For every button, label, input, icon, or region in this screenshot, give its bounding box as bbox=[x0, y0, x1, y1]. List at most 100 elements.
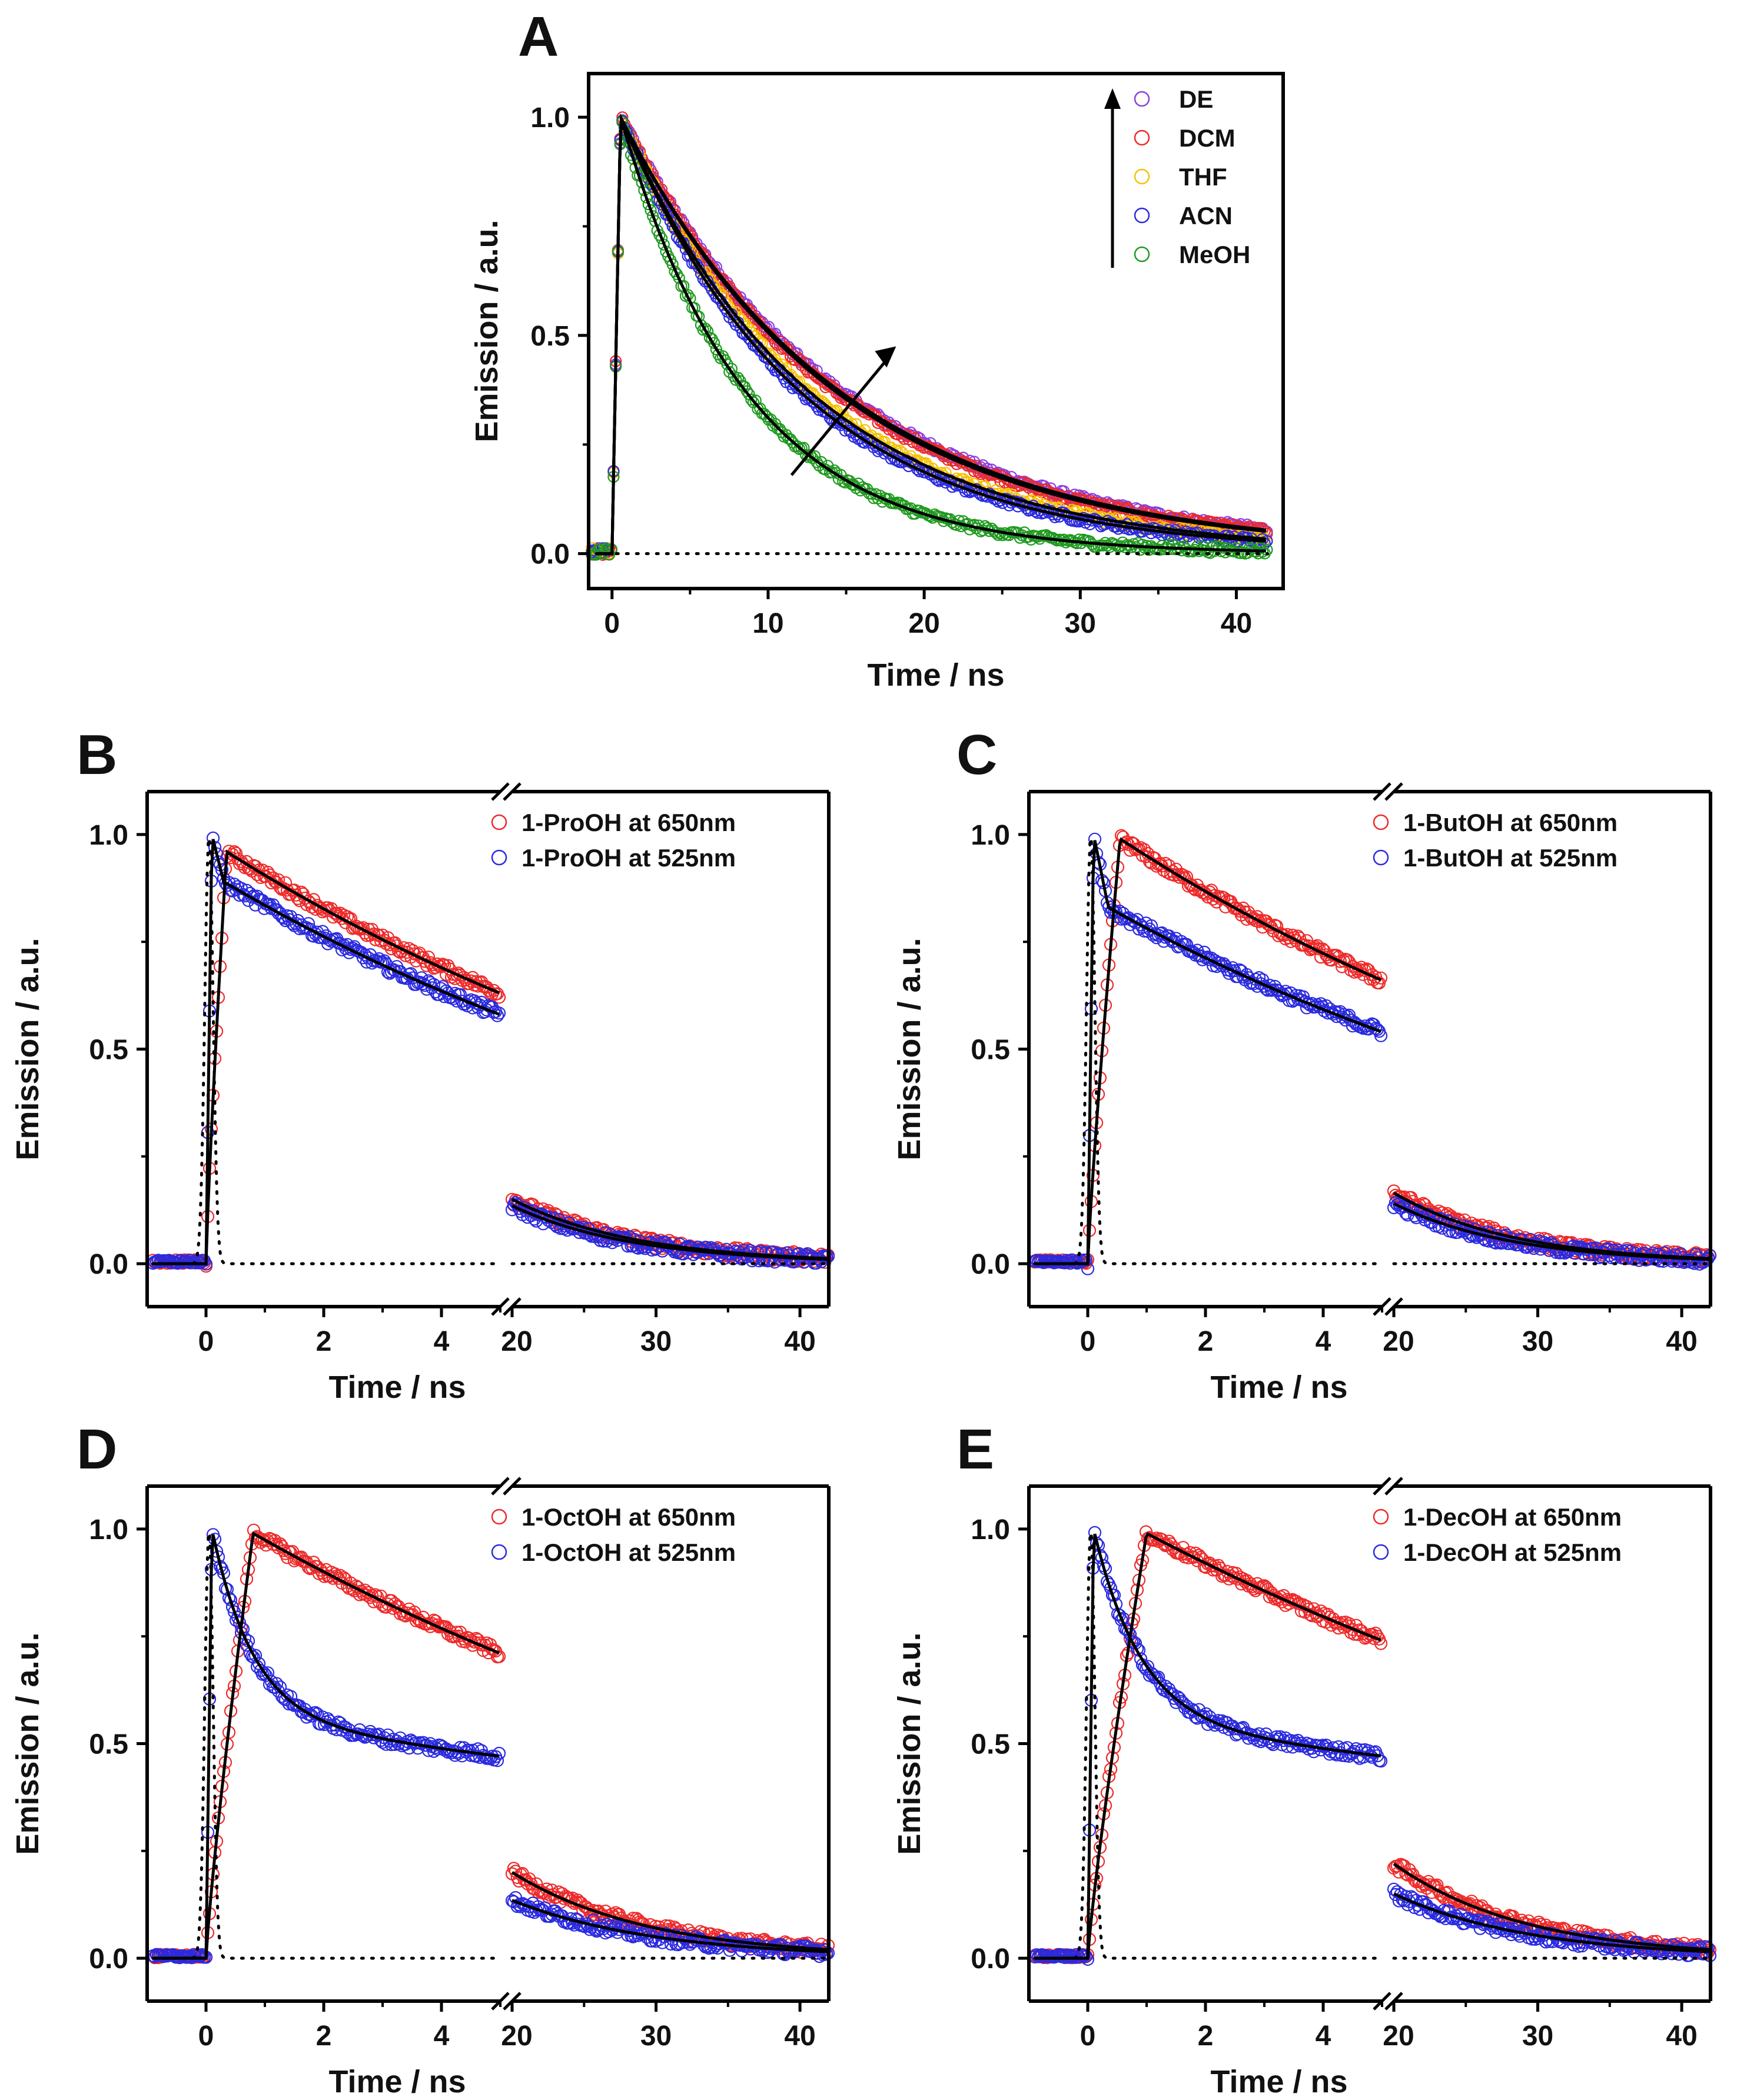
legend-label-dcm: DCM bbox=[1179, 124, 1235, 152]
x-tick-label: 4 bbox=[1316, 1326, 1331, 1357]
x-tick-label: 2 bbox=[316, 2021, 332, 2052]
x-axis-title: Time / ns bbox=[867, 657, 1004, 693]
x-tick-label: 0 bbox=[198, 2021, 214, 2052]
x-tick-label: 2 bbox=[1198, 2021, 1214, 2052]
y-tick-label: 0.5 bbox=[971, 1729, 1010, 1760]
legend-marker-acn bbox=[1134, 207, 1150, 224]
legend-label-thf: THF bbox=[1179, 163, 1227, 191]
fit-line-de bbox=[596, 113, 1267, 556]
legend-marker-650nm bbox=[1373, 1508, 1389, 1525]
x-tick-label: 0 bbox=[604, 608, 620, 639]
series-de-points bbox=[586, 114, 1273, 560]
x-tick-label: 4 bbox=[1316, 2021, 1331, 2052]
series-650nm-points bbox=[146, 845, 835, 1273]
legend-marker-525nm bbox=[491, 849, 507, 866]
legend: 1-OctOH at 650nm 1-OctOH at 525nm bbox=[491, 1503, 736, 1566]
legend-label-650nm: 1-OctOH at 650nm bbox=[522, 1503, 736, 1531]
x-tick-label: 30 bbox=[640, 2021, 672, 2052]
series-acn-points bbox=[586, 115, 1273, 561]
y-axis-title: Emission / a.u. bbox=[892, 938, 927, 1160]
y-axis-title: Emission / a.u. bbox=[892, 1632, 927, 1855]
x-tick-label: 20 bbox=[1383, 1326, 1414, 1357]
x-axis-title: Time / ns bbox=[1210, 1370, 1347, 1405]
series-650nm-points bbox=[1028, 829, 1717, 1270]
data-point bbox=[745, 307, 758, 320]
x-tick-label: 40 bbox=[784, 1326, 815, 1357]
y-tick-label: 0.5 bbox=[89, 1035, 128, 1066]
x-tick-label: 40 bbox=[1666, 2021, 1697, 2052]
legend-marker-de bbox=[1134, 91, 1150, 107]
legend-marker-525nm bbox=[1373, 1544, 1389, 1560]
x-tick-label: 40 bbox=[784, 2021, 815, 2052]
x-tick-label: 30 bbox=[1522, 1326, 1553, 1357]
legend-label-525nm: 1-DecOH at 525nm bbox=[1403, 1539, 1622, 1566]
series-thf-points bbox=[586, 114, 1273, 560]
legend-marker-dcm bbox=[1134, 129, 1150, 146]
fit-line-meoh bbox=[596, 119, 1266, 556]
y-axis-title: Emission / a.u. bbox=[10, 938, 45, 1160]
x-tick-label: 0 bbox=[1080, 1326, 1096, 1357]
panel-letter-b: B bbox=[77, 723, 117, 786]
legend-label-650nm: 1-DecOH at 650nm bbox=[1403, 1503, 1622, 1531]
y-axis-title: Emission / a.u. bbox=[469, 220, 504, 442]
x-tick-label: 30 bbox=[1065, 608, 1096, 639]
panel-letter-c: C bbox=[956, 723, 997, 786]
x-tick-label: 20 bbox=[501, 1326, 532, 1357]
fit-line-thf bbox=[596, 118, 1266, 556]
x-tick-label: 20 bbox=[501, 2021, 532, 2052]
data-point bbox=[723, 280, 736, 293]
y-tick-label: 1.0 bbox=[89, 820, 128, 851]
x-tick-label: 30 bbox=[640, 1326, 672, 1357]
y-tick-label: 0.0 bbox=[530, 539, 570, 570]
x-axis-title: Time / ns bbox=[328, 2064, 466, 2099]
x-tick-label: 40 bbox=[1221, 608, 1252, 639]
legend-label-de: DE bbox=[1179, 85, 1213, 113]
y-tick-label: 1.0 bbox=[530, 102, 570, 134]
fit-line-525nm-left bbox=[153, 839, 500, 1265]
legend-marker-650nm bbox=[491, 814, 507, 830]
series-650nm-points bbox=[1028, 1525, 1717, 1965]
x-tick-label: 2 bbox=[316, 1326, 332, 1357]
legend-arrow-head bbox=[1104, 88, 1121, 109]
legend-marker-650nm bbox=[491, 1508, 507, 1525]
x-tick-label: 40 bbox=[1666, 1326, 1697, 1357]
x-axis-title: Time / ns bbox=[328, 1370, 466, 1405]
series-dcm-points bbox=[586, 111, 1273, 561]
legend-marker-meoh bbox=[1134, 246, 1150, 262]
legend-marker-525nm bbox=[1373, 849, 1389, 866]
legend: 1-ButOH at 650nm 1-ButOH at 525nm bbox=[1373, 809, 1618, 872]
panel-letter-a: A bbox=[518, 5, 559, 68]
data-point bbox=[773, 335, 786, 347]
y-tick-label: 0.0 bbox=[971, 1249, 1010, 1280]
y-tick-label: 1.0 bbox=[971, 820, 1010, 851]
y-tick-label: 0.5 bbox=[530, 321, 570, 352]
y-axis-title: Emission / a.u. bbox=[10, 1632, 45, 1855]
legend-label-525nm: 1-ButOH at 525nm bbox=[1403, 844, 1618, 872]
x-tick-label: 2 bbox=[1198, 1326, 1214, 1357]
fit-line-dcm bbox=[596, 118, 1267, 556]
legend: 1-DecOH at 650nm 1-DecOH at 525nm bbox=[1373, 1503, 1622, 1566]
series-meoh-points bbox=[586, 116, 1273, 561]
y-tick-label: 0.0 bbox=[89, 1943, 128, 1975]
y-tick-label: 1.0 bbox=[971, 1514, 1010, 1546]
trend-arrow-head bbox=[875, 346, 896, 368]
legend-label-525nm: 1-OctOH at 525nm bbox=[522, 1539, 736, 1566]
legend-label-650nm: 1-ButOH at 650nm bbox=[1403, 809, 1618, 836]
y-tick-label: 0.5 bbox=[89, 1729, 128, 1760]
legend-label-acn: ACN bbox=[1179, 202, 1233, 230]
series-650nm-points bbox=[146, 1523, 835, 1965]
series-525nm-points bbox=[1028, 832, 1717, 1275]
y-tick-label: 1.0 bbox=[89, 1514, 128, 1546]
legend-label-650nm: 1-ProOH at 650nm bbox=[522, 809, 736, 836]
panel-letter-e: E bbox=[956, 1418, 994, 1481]
fit-line-acn bbox=[596, 118, 1266, 556]
x-tick-label: 20 bbox=[908, 608, 939, 639]
y-tick-label: 0.0 bbox=[89, 1249, 128, 1280]
